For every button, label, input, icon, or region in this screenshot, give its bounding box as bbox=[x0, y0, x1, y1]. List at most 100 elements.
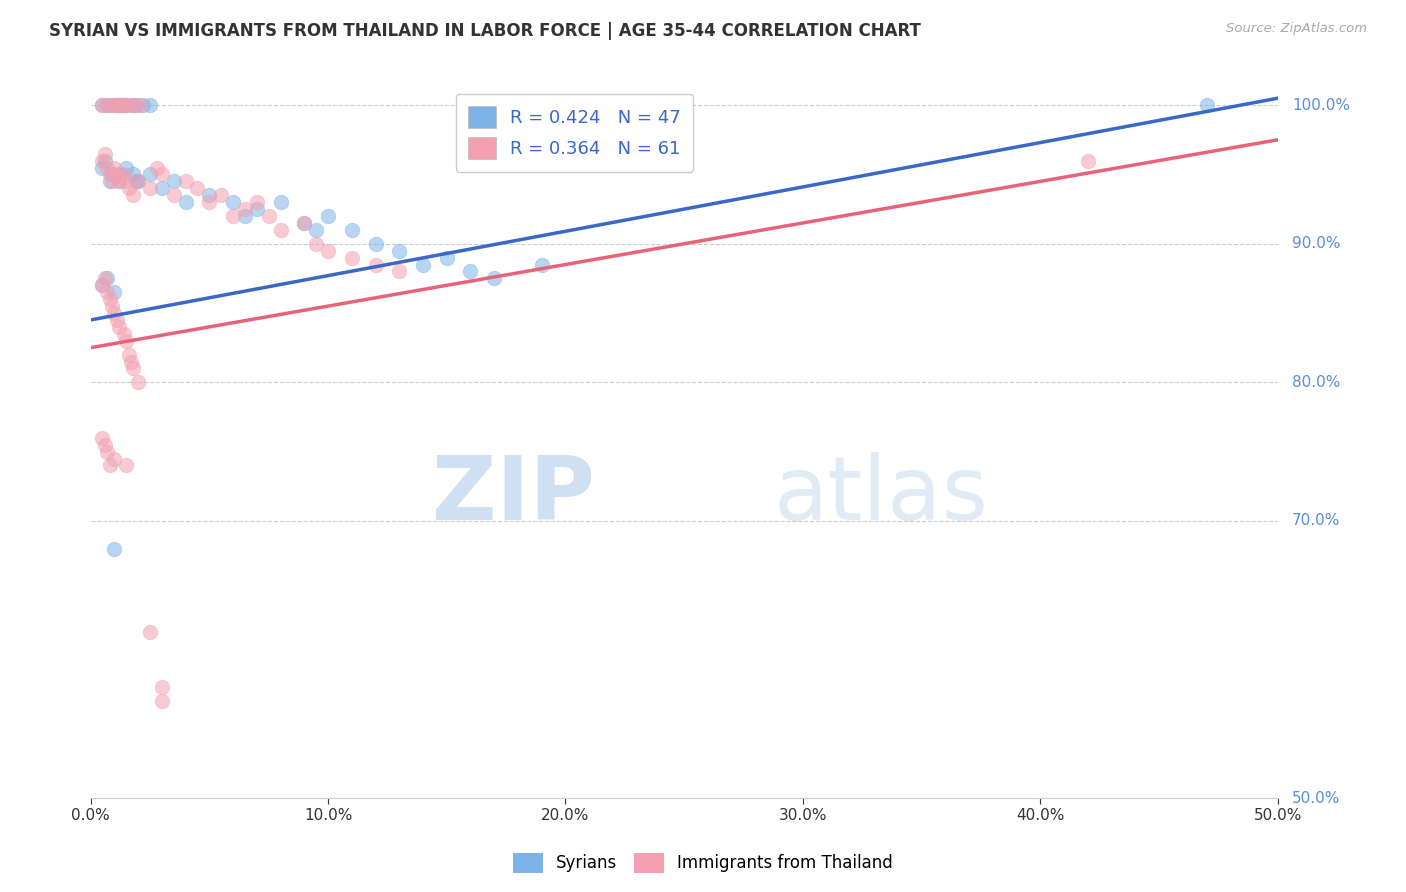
Text: atlas: atlas bbox=[773, 452, 988, 539]
Point bbox=[96, 444, 118, 458]
Point bbox=[436, 251, 458, 265]
Point bbox=[91, 98, 114, 112]
Point bbox=[127, 376, 149, 390]
Point bbox=[270, 223, 292, 237]
Point bbox=[103, 285, 125, 300]
Point bbox=[108, 174, 131, 188]
Point bbox=[340, 223, 363, 237]
Text: 90.0%: 90.0% bbox=[1292, 236, 1340, 252]
Point bbox=[222, 209, 245, 223]
Text: 100.0%: 100.0% bbox=[1292, 97, 1350, 112]
Point bbox=[150, 694, 173, 708]
Point bbox=[98, 174, 121, 188]
Point bbox=[246, 202, 269, 216]
Point bbox=[257, 209, 280, 223]
Point bbox=[163, 188, 186, 202]
Point bbox=[103, 451, 125, 466]
Point bbox=[146, 161, 169, 175]
Point bbox=[122, 98, 145, 112]
Point bbox=[198, 195, 221, 210]
Point bbox=[246, 195, 269, 210]
Point bbox=[127, 174, 149, 188]
Point bbox=[125, 98, 148, 112]
Point bbox=[101, 174, 124, 188]
Point bbox=[316, 244, 339, 258]
Point bbox=[91, 161, 114, 175]
Point bbox=[174, 174, 197, 188]
Point bbox=[112, 98, 135, 112]
Point bbox=[115, 161, 138, 175]
Point bbox=[292, 216, 315, 230]
Point bbox=[139, 624, 162, 639]
Point bbox=[94, 153, 117, 168]
Point bbox=[91, 278, 114, 293]
Point bbox=[198, 188, 221, 202]
Point bbox=[150, 168, 173, 182]
Point bbox=[122, 361, 145, 376]
Point bbox=[105, 313, 128, 327]
Point bbox=[209, 188, 232, 202]
Point bbox=[115, 458, 138, 473]
Point bbox=[98, 168, 121, 182]
Point bbox=[139, 98, 162, 112]
Point bbox=[186, 181, 208, 195]
Point bbox=[115, 174, 138, 188]
Point bbox=[117, 98, 139, 112]
Point bbox=[94, 271, 117, 285]
Point bbox=[117, 348, 139, 362]
Point bbox=[122, 168, 145, 182]
Point bbox=[112, 326, 135, 341]
Point bbox=[150, 680, 173, 694]
Point bbox=[105, 98, 128, 112]
Point bbox=[110, 168, 132, 182]
Point bbox=[108, 319, 131, 334]
Point bbox=[108, 98, 131, 112]
Point bbox=[120, 354, 142, 368]
Text: 80.0%: 80.0% bbox=[1292, 375, 1340, 390]
Point bbox=[316, 209, 339, 223]
Point bbox=[233, 202, 256, 216]
Point bbox=[115, 334, 138, 348]
Point bbox=[96, 271, 118, 285]
Legend: R = 0.424   N = 47, R = 0.364   N = 61: R = 0.424 N = 47, R = 0.364 N = 61 bbox=[456, 94, 693, 172]
Point bbox=[105, 98, 128, 112]
Point bbox=[115, 98, 138, 112]
Point bbox=[94, 438, 117, 452]
Point bbox=[98, 458, 121, 473]
Point bbox=[110, 98, 132, 112]
Point bbox=[91, 431, 114, 445]
Point bbox=[174, 195, 197, 210]
Point bbox=[129, 98, 152, 112]
Point bbox=[125, 174, 148, 188]
Point bbox=[101, 98, 124, 112]
Point bbox=[103, 541, 125, 556]
Point bbox=[103, 306, 125, 320]
Text: 50.0%: 50.0% bbox=[1292, 790, 1340, 805]
Point bbox=[117, 181, 139, 195]
Point bbox=[388, 244, 411, 258]
Point bbox=[132, 98, 155, 112]
Point bbox=[103, 161, 125, 175]
Point bbox=[150, 181, 173, 195]
Point bbox=[96, 285, 118, 300]
Point bbox=[292, 216, 315, 230]
Text: Source: ZipAtlas.com: Source: ZipAtlas.com bbox=[1226, 22, 1367, 36]
Point bbox=[305, 236, 328, 251]
Legend: Syrians, Immigrants from Thailand: Syrians, Immigrants from Thailand bbox=[506, 847, 900, 880]
Point bbox=[122, 98, 145, 112]
Point bbox=[91, 153, 114, 168]
Point bbox=[1077, 153, 1099, 168]
Point bbox=[101, 168, 124, 182]
Point bbox=[484, 271, 506, 285]
Point bbox=[270, 195, 292, 210]
Point bbox=[91, 98, 114, 112]
Point bbox=[163, 174, 186, 188]
Point bbox=[105, 168, 128, 182]
Point bbox=[94, 146, 117, 161]
Point bbox=[412, 258, 434, 272]
Point bbox=[139, 181, 162, 195]
Point bbox=[98, 292, 121, 306]
Point bbox=[139, 168, 162, 182]
Point bbox=[110, 98, 132, 112]
Point bbox=[91, 278, 114, 293]
